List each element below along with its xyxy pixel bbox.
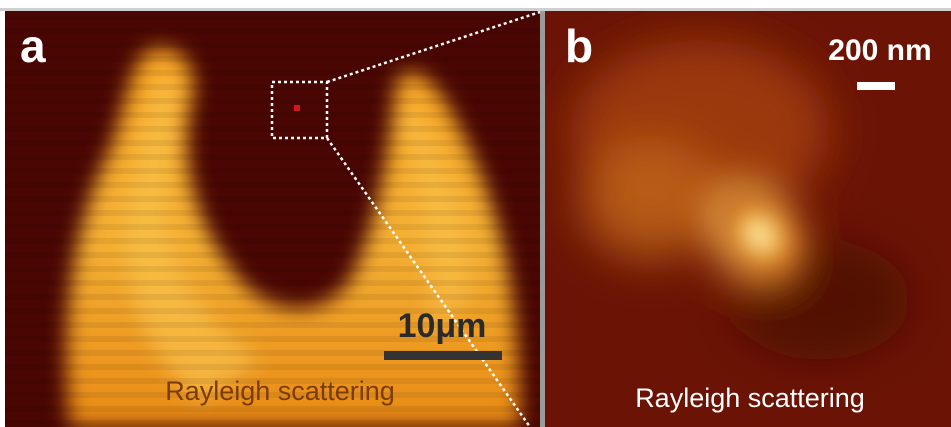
scale-bar-label: 200 nm [828, 34, 931, 67]
panel-label: a [20, 20, 46, 72]
panel-a-image [5, 10, 540, 427]
figure: a 10μm Rayleigh scattering b 200 nm Rayl… [0, 0, 951, 427]
frame-top [0, 8, 951, 11]
panel-label: b [565, 20, 593, 72]
caption: Rayleigh scattering [165, 376, 395, 406]
caption: Rayleigh scattering [635, 383, 865, 413]
panel-divider [540, 10, 545, 427]
panel-b-image [545, 10, 951, 427]
scale-bar [857, 82, 895, 90]
scale-bar [384, 351, 502, 360]
scale-bar-label: 10μm [398, 307, 487, 345]
